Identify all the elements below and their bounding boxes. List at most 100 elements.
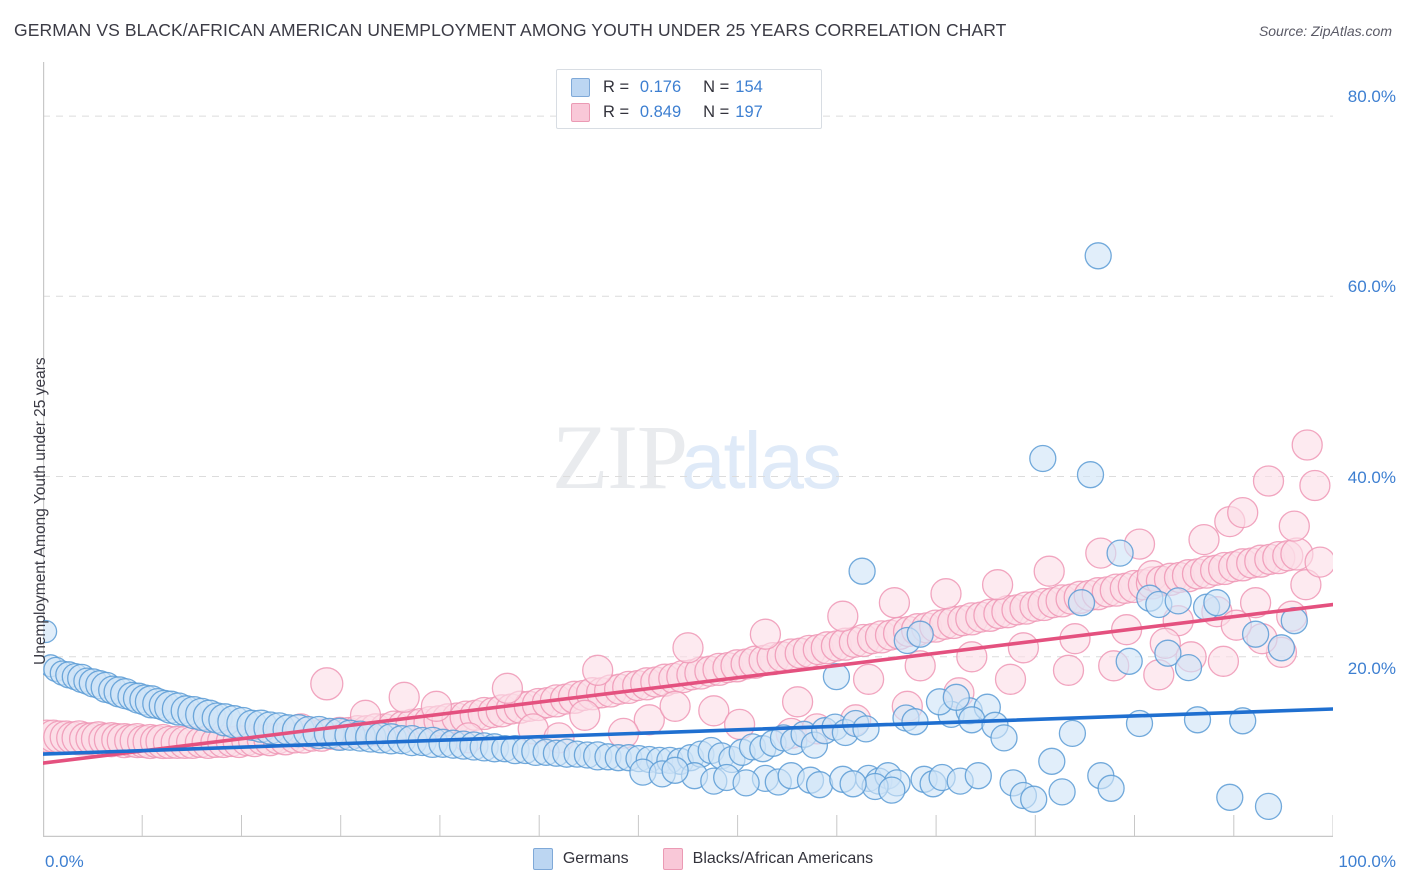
- y-axis-title: Unemployment Among Youth under 25 years: [32, 357, 49, 665]
- data-point: [822, 662, 851, 691]
- legend-swatch-blacks-bottom: [662, 848, 683, 870]
- data-point: [878, 587, 911, 619]
- data-point: [310, 667, 344, 701]
- data-point: [569, 699, 601, 731]
- data-point: [981, 569, 1014, 601]
- data-point: [749, 618, 782, 650]
- data-point: [1007, 632, 1040, 664]
- data-point: [994, 663, 1027, 695]
- legend-label-germans: Germans: [562, 850, 629, 867]
- legend-swatch-blacks: [571, 103, 590, 122]
- data-point: [1084, 242, 1112, 270]
- data-point: [1241, 620, 1270, 648]
- data-point: [1174, 653, 1203, 682]
- data-point: [1033, 555, 1065, 587]
- data-point: [1291, 429, 1323, 461]
- data-point: [990, 724, 1018, 752]
- data-point: [659, 690, 691, 722]
- data-point: [1076, 461, 1105, 489]
- data-point: [852, 715, 880, 743]
- data-point: [942, 683, 970, 711]
- data-point: [839, 770, 867, 798]
- data-point: [1207, 645, 1240, 677]
- data-point: [1229, 707, 1257, 735]
- data-point: [906, 620, 934, 648]
- source-label: Source: ZipAtlas.com: [1258, 23, 1392, 39]
- data-point: [1164, 587, 1192, 615]
- data-point: [1115, 647, 1143, 675]
- data-point: [672, 632, 704, 664]
- data-point: [491, 672, 524, 704]
- trendline-blacks: [43, 602, 1333, 765]
- data-point: [1048, 778, 1076, 806]
- data-point: [43, 619, 58, 644]
- legend-item-blacks[interactable]: Blacks/African Americans: [662, 848, 874, 870]
- data-point: [1029, 444, 1057, 473]
- data-point: [930, 578, 962, 610]
- data-point: [698, 695, 730, 727]
- r-value: 0.849: [639, 103, 682, 121]
- n-value: 154: [735, 78, 763, 96]
- legend-swatch-germans: [571, 78, 590, 97]
- data-point: [781, 686, 814, 718]
- data-point: [827, 600, 859, 632]
- data-point: [1290, 569, 1322, 601]
- y-tick-label: 80.0%: [1347, 87, 1396, 106]
- data-point: [1278, 510, 1310, 542]
- data-point: [1106, 539, 1134, 567]
- legend-item-germans[interactable]: Germans: [532, 848, 629, 870]
- data-point: [1203, 589, 1231, 617]
- r-label: R =: [603, 78, 630, 96]
- data-point: [1188, 523, 1220, 556]
- data-point: [661, 756, 689, 784]
- data-point: [805, 771, 834, 799]
- data-point: [1239, 587, 1272, 619]
- legend-label-blacks: Blacks/African Americans: [692, 850, 874, 867]
- data-point: [904, 650, 936, 682]
- trendline-germans: [43, 707, 1333, 756]
- data-point: [848, 557, 876, 585]
- data-point: [633, 704, 665, 736]
- scatter-svg: [43, 62, 1333, 837]
- data-point: [582, 654, 614, 686]
- y-tick-label: 40.0%: [1347, 468, 1396, 487]
- data-point: [1252, 465, 1285, 497]
- data-point: [1254, 792, 1283, 821]
- data-point: [1183, 706, 1212, 734]
- data-point: [1052, 654, 1085, 686]
- data-point: [1058, 719, 1087, 748]
- data-point: [1020, 785, 1048, 813]
- series-legend: Germans Blacks/African Americans: [0, 848, 1406, 870]
- r-label: R =: [603, 103, 630, 121]
- data-point: [1154, 639, 1182, 667]
- x-axis-max-label: 100.0%: [1338, 852, 1396, 871]
- correlation-legend: R = 0.176 N = 154 R = 0.849 N = 197: [556, 69, 822, 129]
- y-tick-label: 20.0%: [1347, 659, 1396, 678]
- data-point: [1067, 589, 1096, 617]
- data-point: [1038, 747, 1066, 775]
- plot-area: [43, 62, 1333, 837]
- x-axis-min-label: 0.0%: [45, 852, 84, 871]
- n-value: 197: [735, 103, 763, 121]
- y-tick-label: 60.0%: [1347, 277, 1396, 296]
- data-point: [1227, 496, 1259, 529]
- data-point: [852, 663, 885, 695]
- data-point: [732, 769, 760, 797]
- data-point: [1097, 774, 1125, 802]
- legend-swatch-germans-bottom: [532, 848, 553, 870]
- data-point: [1267, 634, 1296, 662]
- data-point: [1304, 546, 1333, 578]
- correlation-row-blacks: R = 0.849 N = 197: [571, 100, 811, 125]
- series-points-germans: [43, 242, 1308, 821]
- data-point: [1299, 469, 1331, 502]
- page-title: GERMAN VS BLACK/AFRICAN AMERICAN UNEMPLO…: [14, 20, 1007, 40]
- data-point: [388, 681, 420, 713]
- data-point: [964, 762, 992, 790]
- data-point: [878, 776, 906, 804]
- r-value: 0.176: [639, 78, 682, 96]
- correlation-row-germans: R = 0.176 N = 154: [571, 75, 811, 100]
- n-label: N =: [703, 103, 730, 121]
- data-point: [1216, 783, 1244, 811]
- n-label: N =: [703, 78, 730, 96]
